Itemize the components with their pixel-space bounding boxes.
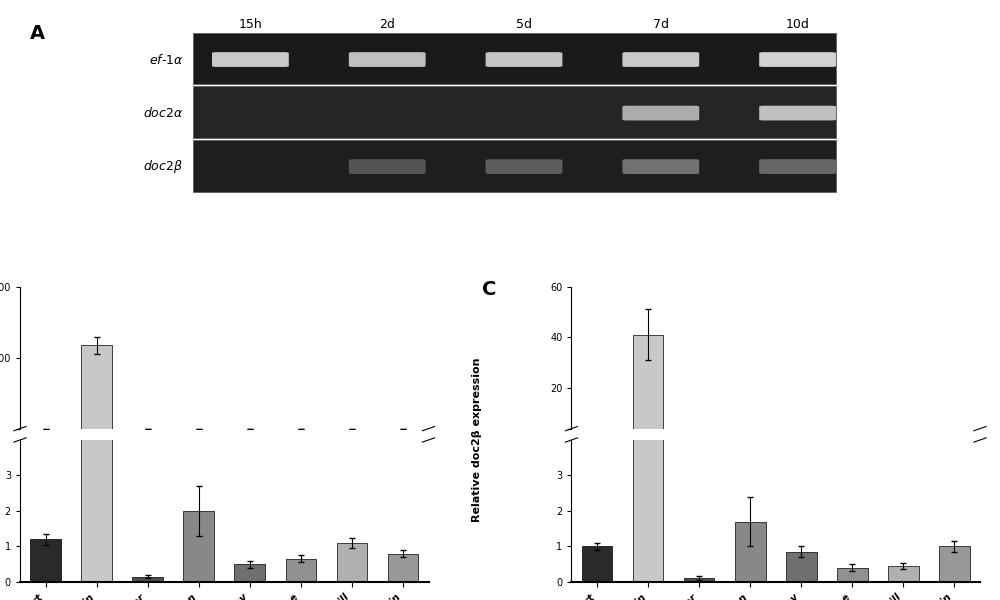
Bar — [735, 521, 766, 582]
Text: 5d: 5d — [516, 18, 532, 31]
FancyBboxPatch shape — [193, 86, 836, 138]
Bar — [888, 566, 919, 582]
Bar — [81, 346, 112, 430]
FancyBboxPatch shape — [759, 106, 836, 121]
FancyBboxPatch shape — [486, 52, 562, 67]
Bar — [633, 0, 663, 582]
Text: $doc2\beta$: $doc2\beta$ — [143, 158, 183, 175]
Bar — [582, 547, 612, 582]
Bar — [735, 434, 766, 439]
Bar — [888, 437, 919, 439]
Text: 15h: 15h — [239, 18, 262, 31]
Bar — [939, 436, 970, 439]
Bar — [786, 552, 817, 582]
FancyBboxPatch shape — [193, 33, 836, 85]
Bar — [786, 437, 817, 439]
FancyBboxPatch shape — [622, 106, 699, 121]
Text: 2d: 2d — [379, 18, 395, 31]
Bar — [183, 511, 214, 582]
FancyBboxPatch shape — [193, 140, 836, 191]
Bar — [286, 559, 316, 582]
Bar — [132, 577, 163, 582]
Text: 10d: 10d — [786, 18, 810, 31]
FancyBboxPatch shape — [759, 159, 836, 174]
Bar — [582, 436, 612, 439]
FancyBboxPatch shape — [212, 52, 289, 67]
FancyBboxPatch shape — [486, 159, 562, 174]
FancyBboxPatch shape — [759, 52, 836, 67]
Bar — [684, 578, 714, 582]
Text: $doc2\alpha$: $doc2\alpha$ — [143, 106, 183, 120]
Bar — [388, 554, 418, 582]
Text: A: A — [30, 23, 45, 43]
Bar — [30, 539, 61, 582]
Bar — [633, 335, 663, 439]
Text: 7d: 7d — [653, 18, 669, 31]
FancyBboxPatch shape — [622, 159, 699, 174]
Y-axis label: Relative doc2β expression: Relative doc2β expression — [472, 358, 482, 522]
Bar — [81, 0, 112, 582]
Bar — [234, 564, 265, 582]
Bar — [337, 543, 367, 582]
Text: C: C — [482, 280, 496, 299]
Bar — [837, 568, 868, 582]
Bar — [939, 547, 970, 582]
Text: $ef$-$1\alpha$: $ef$-$1\alpha$ — [149, 53, 183, 67]
FancyBboxPatch shape — [349, 159, 426, 174]
FancyBboxPatch shape — [349, 52, 426, 67]
Bar — [837, 438, 868, 439]
FancyBboxPatch shape — [622, 52, 699, 67]
